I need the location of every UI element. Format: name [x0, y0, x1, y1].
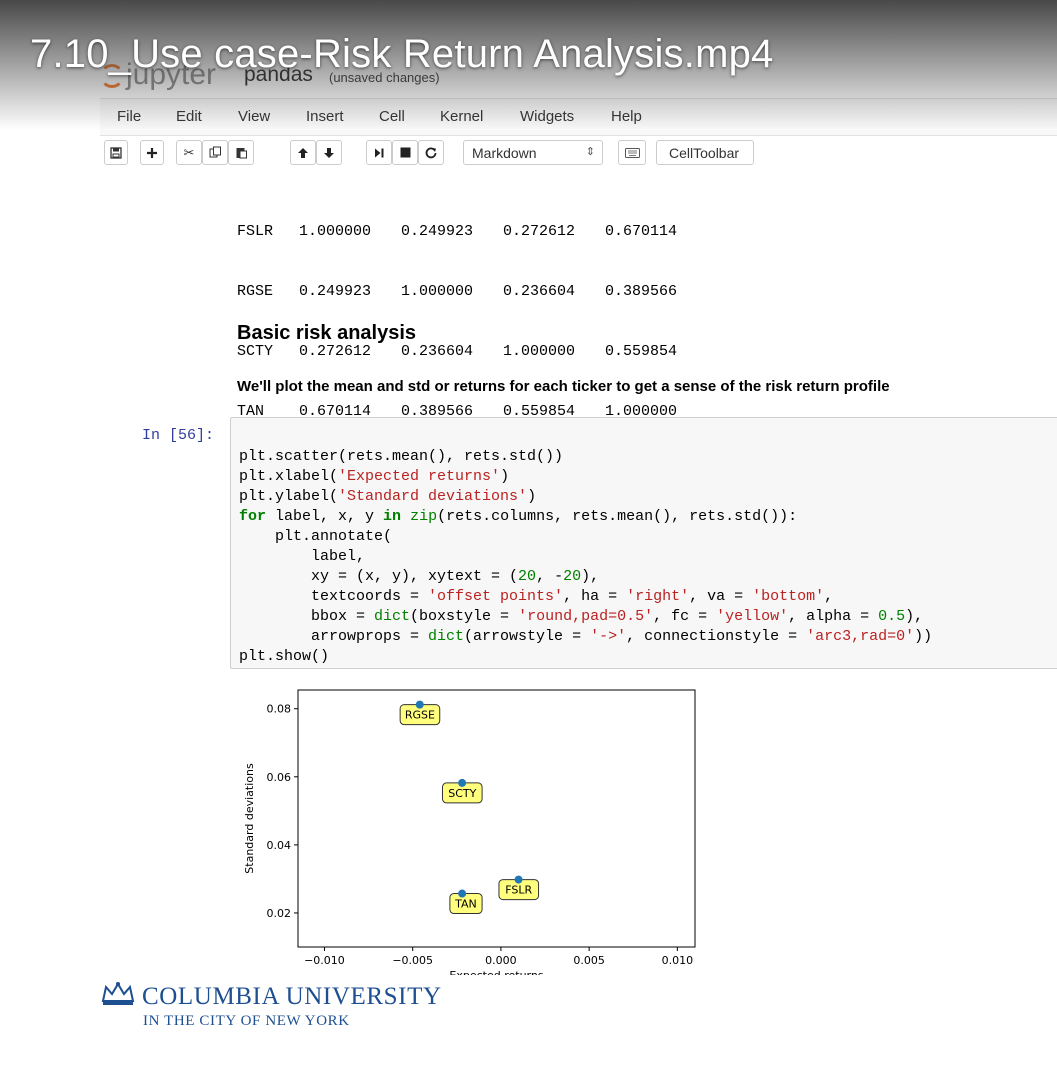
output-row: TAN 0.670114 0.389566 0.559854 1.000000	[237, 403, 678, 420]
cell-type-value: Markdown	[472, 145, 537, 161]
annotation-label-tan: TAN	[454, 898, 477, 911]
arrow-down-icon[interactable]	[316, 140, 342, 165]
x-tick-label: 0.010	[662, 954, 694, 967]
menu-view[interactable]: View	[238, 108, 271, 125]
x-tick-label: −0.010	[304, 954, 345, 967]
output-row: SCTY 0.272612 0.236604 1.000000 0.559854	[237, 343, 678, 360]
x-tick-label: −0.005	[392, 954, 433, 967]
celltoolbar-button[interactable]: CellToolbar	[656, 140, 754, 165]
menu-insert[interactable]: Insert	[306, 108, 344, 125]
y-tick-label: 0.08	[267, 703, 292, 716]
code-line: textcoords = 'offset points', ha = 'righ…	[239, 588, 834, 605]
stop-icon[interactable]	[392, 140, 418, 165]
markdown-heading: Basic risk analysis	[237, 322, 417, 344]
code-editor[interactable]: plt.scatter(rets.mean(), rets.std()) plt…	[239, 427, 932, 667]
output-row: RGSE 0.249923 1.000000 0.236604 0.389566	[237, 283, 678, 300]
arrow-up-icon[interactable]	[290, 140, 316, 165]
risk-return-scatter-plot: −0.010 −0.005 0.000 0.005 0.010 0.02 0.04 0.06 0…	[243, 689, 696, 982]
output-row: FSLR 1.000000 0.249923 0.272612 0.670114	[237, 223, 678, 240]
code-line: xy = (x, y), xytext = (20, -20),	[239, 568, 600, 585]
scatter-point-fslr	[514, 875, 523, 884]
code-line: arrowprops = dict(arrowstyle = '->', con…	[239, 628, 933, 645]
correlation-output: FSLR 1.000000 0.249923 0.272612 0.670114 RGS…	[237, 182, 707, 462]
y-tick-label: 0.04	[267, 839, 292, 852]
cut-icon[interactable]: ✂	[176, 140, 202, 165]
menu-bar: File Edit View Insert Cell Kernel Widget…	[100, 98, 1057, 136]
y-tick-label: 0.02	[267, 907, 292, 920]
menu-kernel[interactable]: Kernel	[440, 108, 484, 125]
video-title: 7.10_Use case-Risk Return Analysis.mp4	[30, 32, 774, 76]
keyboard-icon[interactable]	[618, 140, 646, 165]
scatter-point-tan	[458, 889, 467, 898]
plus-icon[interactable]	[140, 140, 164, 165]
toolbar: ✂ Markdown ⇕ CellToolbar	[100, 137, 1057, 171]
restart-icon[interactable]	[418, 140, 444, 165]
university-subtitle: IN THE CITY OF NEW YORK	[143, 1013, 350, 1029]
code-line: plt.show()	[239, 648, 330, 665]
menu-widgets[interactable]: Widgets	[520, 108, 575, 125]
x-tick-label: 0.005	[573, 954, 605, 967]
code-line: plt.xlabel('Expected returns')	[239, 468, 510, 485]
plot-axes-frame	[297, 689, 696, 948]
code-line: plt.annotate(	[239, 528, 393, 545]
university-name: COLUMBIA UNIVERSITY	[142, 983, 442, 1010]
columbia-crown-icon	[101, 982, 135, 1005]
markdown-paragraph: We'll plot the mean and std or returns f…	[237, 378, 890, 395]
y-tick-label: 0.06	[267, 771, 292, 784]
annotation-label-rgse: RGSE	[405, 709, 435, 722]
cell-type-select[interactable]: Markdown ⇕	[463, 140, 603, 165]
menu-edit[interactable]: Edit	[176, 108, 202, 125]
code-line: plt.ylabel('Standard deviations')	[239, 488, 537, 505]
code-line: bbox = dict(boxstyle = 'round,pad=0.5', …	[239, 608, 924, 625]
copy-icon[interactable]	[202, 140, 228, 165]
branding-band	[0, 975, 1057, 1079]
code-line: label,	[239, 548, 366, 565]
input-prompt: In [56]:	[142, 427, 215, 444]
x-tick-label: 0.000	[485, 954, 517, 967]
scatter-point-rgse	[415, 700, 424, 709]
menu-cell[interactable]: Cell	[379, 108, 405, 125]
scatter-point-scty	[458, 778, 467, 787]
save-icon[interactable]	[104, 140, 128, 165]
code-line: for label, x, y in zip(rets.columns, ret…	[239, 508, 798, 525]
menu-file[interactable]: File	[117, 108, 142, 125]
step-forward-icon[interactable]	[366, 140, 392, 165]
paste-icon[interactable]	[228, 140, 254, 165]
y-axis-label: Standard deviations	[243, 763, 256, 874]
code-line: plt.scatter(rets.mean(), rets.std())	[239, 448, 564, 465]
menu-help[interactable]: Help	[611, 108, 642, 125]
code-cell[interactable]: plt.scatter(rets.mean(), rets.std()) plt…	[230, 417, 1057, 669]
annotation-label-fslr: FSLR	[505, 884, 532, 897]
annotation-label-scty: SCTY	[448, 787, 476, 800]
select-arrows-icon: ⇕	[585, 146, 595, 158]
